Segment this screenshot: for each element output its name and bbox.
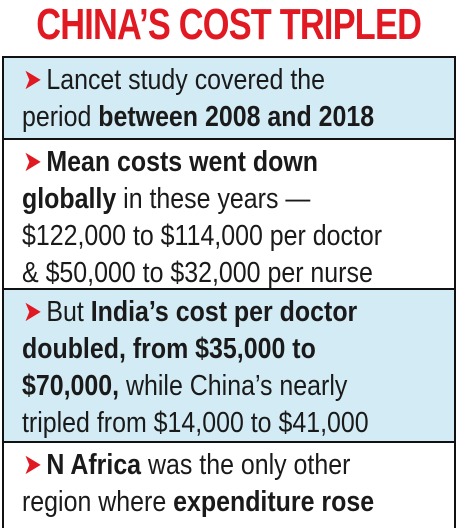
fact-text: ➤ Mean costs went down globally in these y… xyxy=(22,144,382,292)
bold-text: India’s cost per doctor xyxy=(90,296,358,328)
body-text: period xyxy=(22,101,99,133)
bold-text: N Africa xyxy=(46,449,142,481)
fact-line: ➤ But India’s cost per doctor xyxy=(22,294,369,331)
fact-text: ➤ Lancet study covered the period between … xyxy=(22,62,374,136)
body-text: while China’s nearly xyxy=(119,370,348,402)
fact-line: $122,000 to $114,000 per doctor xyxy=(22,218,382,255)
fact-line: doubled, from $35,000 to xyxy=(22,331,369,368)
body-text: region where xyxy=(22,486,174,518)
fact-line: region where expenditure rose xyxy=(22,484,374,521)
fact-text: ➤ But India’s cost per doctor doubled, fro… xyxy=(22,294,369,442)
body-text: tripled from $14,000 to $41,000 xyxy=(22,407,369,439)
arrow-bullet-icon: ➤ xyxy=(23,146,42,178)
arrow-bullet-icon: ➤ xyxy=(23,449,42,481)
body-text: in these years — xyxy=(116,183,311,215)
bold-text: expenditure rose xyxy=(173,486,375,518)
fact-panel-3: ➤ But India’s cost per doctor doubled, fro… xyxy=(2,288,456,443)
body-text: But xyxy=(46,296,91,328)
bold-text: between 2008 and 2018 xyxy=(98,101,375,133)
fact-line: & $50,000 to $32,000 per nurse xyxy=(22,255,382,292)
body-text: $122,000 to $114,000 per doctor xyxy=(22,220,383,252)
headline-bar: CHINA’S COST TRIPLED xyxy=(0,0,458,50)
bold-text: globally xyxy=(22,183,117,215)
fact-line: globally in these years — xyxy=(22,181,382,218)
arrow-bullet-icon: ➤ xyxy=(23,296,42,328)
body-text: & $50,000 to $32,000 per nurse xyxy=(22,257,373,289)
fact-line: $70,000, while China’s nearly xyxy=(22,368,369,405)
fact-line: tripled from $14,000 to $41,000 xyxy=(22,405,369,442)
fact-line: period between 2008 and 2018 xyxy=(22,99,374,136)
fact-panel-1: ➤ Lancet study covered the period between … xyxy=(2,56,456,140)
bold-text: Mean costs went down xyxy=(46,146,318,178)
fact-line: ➤ N Africa was the only other xyxy=(22,447,374,484)
fact-panel-4: ➤ N Africa was the only other region where… xyxy=(2,441,456,528)
fact-text: ➤ N Africa was the only other region where… xyxy=(22,447,374,521)
body-text: Lancet study covered the xyxy=(46,64,326,96)
fact-panel-2: ➤ Mean costs went down globally in these y… xyxy=(2,138,456,290)
bold-text: doubled, from $35,000 to xyxy=(22,333,316,365)
bold-text: $70,000, xyxy=(22,370,120,402)
headline: CHINA’S COST TRIPLED xyxy=(36,0,423,49)
body-text: was the only other xyxy=(141,449,351,481)
arrow-bullet-icon: ➤ xyxy=(23,64,42,96)
fact-line: ➤ Mean costs went down xyxy=(22,144,382,181)
fact-line: ➤ Lancet study covered the xyxy=(22,62,374,99)
